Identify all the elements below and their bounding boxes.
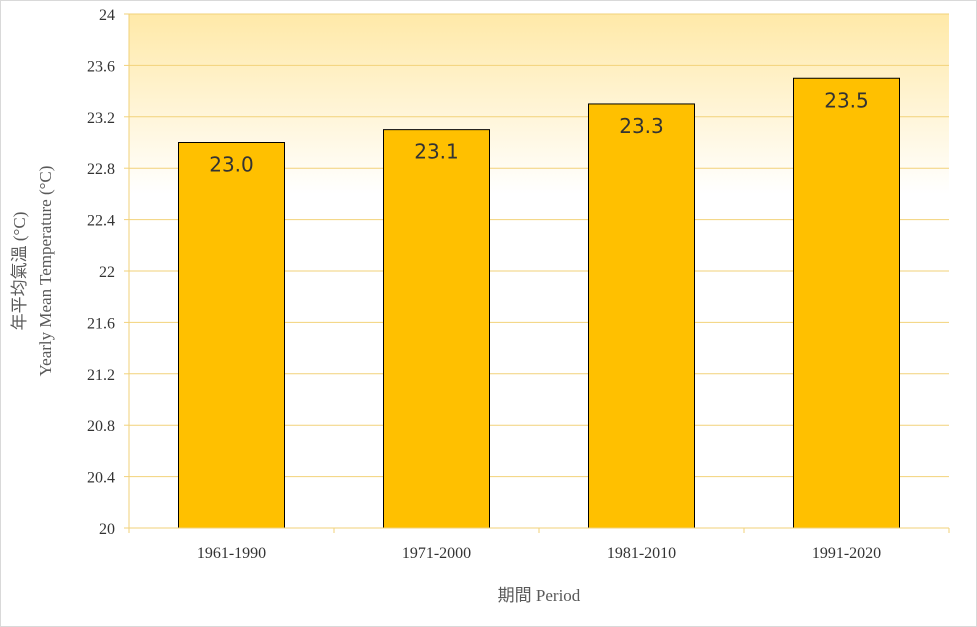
data-label: 23.5 — [824, 88, 869, 112]
data-labels: 23.0 23.1 23.3 23.5 — [209, 88, 869, 176]
bar — [793, 77, 900, 529]
data-label: 23.0 — [209, 153, 254, 177]
bar — [383, 129, 490, 529]
y-tick-label: 20 — [99, 521, 115, 538]
x-axis-ticks: 1961-1990 1971-2000 1981-2010 1991-2020 — [128, 528, 950, 562]
bar — [178, 142, 285, 529]
bars — [178, 77, 900, 529]
x-tick-label: 1961-1990 — [197, 545, 266, 562]
x-tick-label: 1971-2000 — [402, 545, 471, 562]
y-tick-label: 21.2 — [87, 367, 115, 384]
x-axis-title: 期間 Period — [498, 586, 581, 605]
y-tick-label: 20.4 — [87, 470, 115, 487]
y-axis-title-line2: Yearly Mean Temperature (°C) — [36, 166, 55, 377]
y-axis-ticks: 20 20.4 20.8 21.2 21.6 22 22.4 22.8 23.2 23.6 24 — [87, 7, 129, 538]
data-label: 23.3 — [619, 114, 664, 138]
x-tick-label: 1981-2010 — [607, 545, 676, 562]
bar — [588, 103, 695, 529]
y-tick-label: 21.6 — [87, 315, 115, 332]
data-label: 23.1 — [414, 140, 459, 164]
y-axis-title: 年平均氣溫 (°C) Yearly Mean Temperature (°C) — [10, 166, 55, 377]
y-tick-label: 23.2 — [87, 110, 115, 127]
y-tick-label: 22.8 — [87, 161, 115, 178]
y-tick-label: 24 — [99, 7, 115, 24]
y-tick-label: 22 — [99, 264, 115, 281]
y-tick-label: 23.6 — [87, 58, 115, 75]
x-tick-label: 1991-2020 — [812, 545, 881, 562]
y-tick-label: 22.4 — [87, 213, 115, 230]
y-tick-label: 20.8 — [87, 418, 115, 435]
y-axis-title-line1: 年平均氣溫 (°C) — [10, 212, 29, 331]
